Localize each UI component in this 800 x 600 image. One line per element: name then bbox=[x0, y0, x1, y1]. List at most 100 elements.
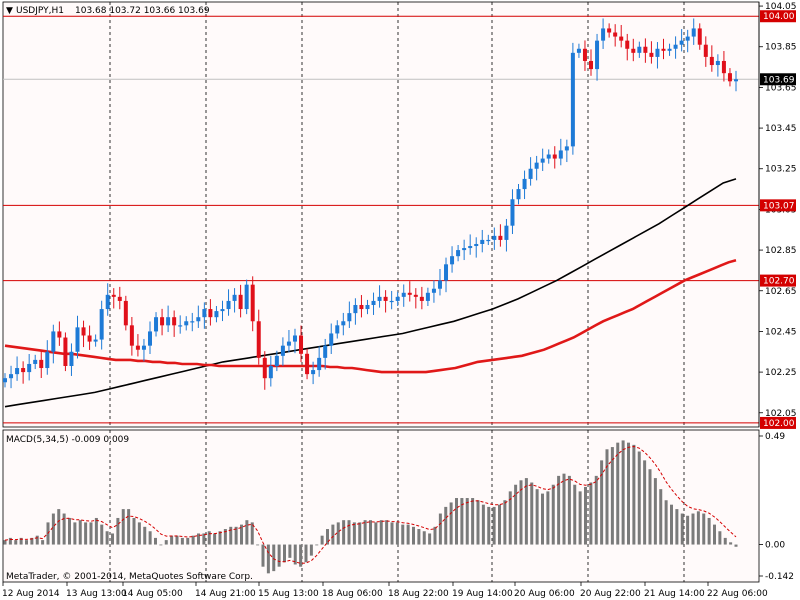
candle-body bbox=[450, 256, 455, 265]
macd-histogram-bar bbox=[675, 509, 679, 545]
macd-histogram bbox=[3, 440, 738, 574]
ma-fast-line bbox=[4, 259, 737, 374]
candle-body bbox=[546, 154, 551, 159]
macd-histogram-bar bbox=[180, 537, 184, 545]
candle-body bbox=[589, 60, 594, 70]
macd-histogram-bar bbox=[326, 529, 329, 545]
price-level-tag-label: 102.70 bbox=[763, 277, 795, 287]
candle-body bbox=[576, 48, 581, 53]
candle-body bbox=[444, 264, 449, 281]
macd-histogram-bar bbox=[62, 513, 66, 545]
candle-body bbox=[274, 355, 279, 366]
macd-histogram-bar bbox=[632, 444, 636, 545]
macd-histogram-bar bbox=[535, 489, 539, 545]
price-level-tag-label: 104.00 bbox=[763, 12, 795, 22]
candle-body bbox=[329, 333, 334, 346]
macd-histogram-bar bbox=[605, 449, 609, 545]
macd-histogram-bar bbox=[304, 544, 308, 563]
macd-histogram-bar bbox=[218, 531, 222, 545]
macd-histogram-bar bbox=[25, 540, 28, 545]
macd-histogram-bar bbox=[272, 544, 276, 572]
macd-histogram-bar bbox=[643, 460, 647, 545]
candle-body bbox=[141, 345, 146, 350]
macd-histogram-bar bbox=[594, 475, 598, 545]
macd-histogram-bar bbox=[428, 533, 432, 545]
time-tick-label: 21 Aug 14:00 bbox=[644, 589, 705, 599]
macd-histogram-bar bbox=[148, 531, 152, 545]
macd-histogram-bar bbox=[137, 522, 141, 545]
macd-histogram-bar bbox=[449, 502, 453, 545]
candle-body bbox=[498, 235, 503, 240]
candle-body bbox=[99, 309, 104, 340]
candle-body bbox=[196, 317, 201, 322]
macd-histogram-bar bbox=[433, 526, 437, 545]
macd-histogram-bar bbox=[653, 478, 657, 545]
candle-body bbox=[613, 32, 618, 37]
macd-histogram-bar bbox=[14, 540, 18, 545]
macd-histogram-bar bbox=[315, 544, 319, 546]
candle-body bbox=[311, 370, 316, 375]
time-tick-label: 18 Aug 06:00 bbox=[322, 589, 383, 599]
macd-histogram-bar bbox=[460, 498, 464, 545]
macd-histogram-bar bbox=[116, 517, 120, 545]
price-level-tag-label: 103.07 bbox=[763, 201, 795, 211]
macd-histogram-bar bbox=[213, 533, 217, 545]
candle-body bbox=[425, 292, 430, 301]
candle-body bbox=[244, 284, 249, 310]
candle-body bbox=[160, 317, 165, 326]
candle-body bbox=[679, 40, 684, 45]
candle-body bbox=[631, 48, 636, 53]
macd-panel[interactable]: MACD(5,34,5) -0.009 0.009 MetaTrader, © … bbox=[2, 429, 794, 583]
time-tick-label: 13 Aug 13:00 bbox=[66, 589, 127, 599]
macd-histogram-bar bbox=[250, 522, 254, 545]
price-level-tag bbox=[760, 416, 796, 429]
macd-histogram-bar bbox=[503, 500, 507, 545]
macd-histogram-bar bbox=[481, 504, 485, 545]
candle-body bbox=[280, 345, 285, 356]
candle-body bbox=[256, 321, 261, 358]
candle-body bbox=[534, 162, 539, 169]
macd-histogram-bar bbox=[686, 515, 690, 545]
candle-body bbox=[474, 243, 479, 247]
candle-body bbox=[595, 40, 600, 70]
candle-body bbox=[190, 321, 195, 323]
time-tick-label: 18 Aug 22:00 bbox=[388, 589, 449, 599]
macd-histogram-bar bbox=[30, 537, 34, 545]
macd-histogram-bar bbox=[616, 442, 620, 545]
candle-body bbox=[691, 28, 696, 37]
candle-body bbox=[123, 300, 128, 326]
candle-body bbox=[317, 357, 322, 371]
candle-body bbox=[39, 359, 44, 369]
price-plot-area[interactable] bbox=[2, 1, 760, 428]
candle-body bbox=[135, 345, 140, 350]
candle-body bbox=[607, 28, 612, 33]
time-tick-label: 19 Aug 14:00 bbox=[452, 589, 513, 599]
price-level-tag bbox=[760, 274, 796, 287]
candle-body bbox=[661, 48, 666, 51]
candle-body bbox=[299, 335, 304, 354]
macd-histogram-bar bbox=[519, 480, 523, 545]
macd-histogram-bar bbox=[121, 509, 125, 545]
macd-histogram-bar bbox=[51, 513, 55, 545]
macd-histogram-bar bbox=[266, 544, 270, 574]
candle-body bbox=[564, 146, 569, 151]
candle-body bbox=[667, 48, 672, 51]
macd-histogram-bar bbox=[342, 520, 346, 545]
macd-histogram-bar bbox=[702, 513, 706, 545]
candle-body bbox=[214, 311, 219, 318]
macd-histogram-bar bbox=[406, 524, 410, 545]
candle-body bbox=[63, 337, 68, 366]
price-tick-label: 102.45 bbox=[765, 327, 797, 337]
candle-body bbox=[27, 363, 32, 373]
main-panel[interactable]: ▼ USDJPY,H1 103.68 103.72 103.66 103.69 bbox=[2, 1, 760, 428]
macd-histogram-bar bbox=[73, 522, 77, 545]
time-tick-label: 15 Aug 13:00 bbox=[258, 589, 319, 599]
macd-histogram-bar bbox=[487, 506, 491, 545]
symbol-chevron-icon[interactable]: ▼ bbox=[6, 6, 13, 16]
macd-histogram-bar bbox=[546, 491, 550, 545]
macd-histogram-bar bbox=[492, 506, 496, 545]
candle-body bbox=[81, 327, 86, 336]
macd-histogram-bar bbox=[734, 544, 738, 547]
macd-histogram-bar bbox=[401, 524, 405, 545]
